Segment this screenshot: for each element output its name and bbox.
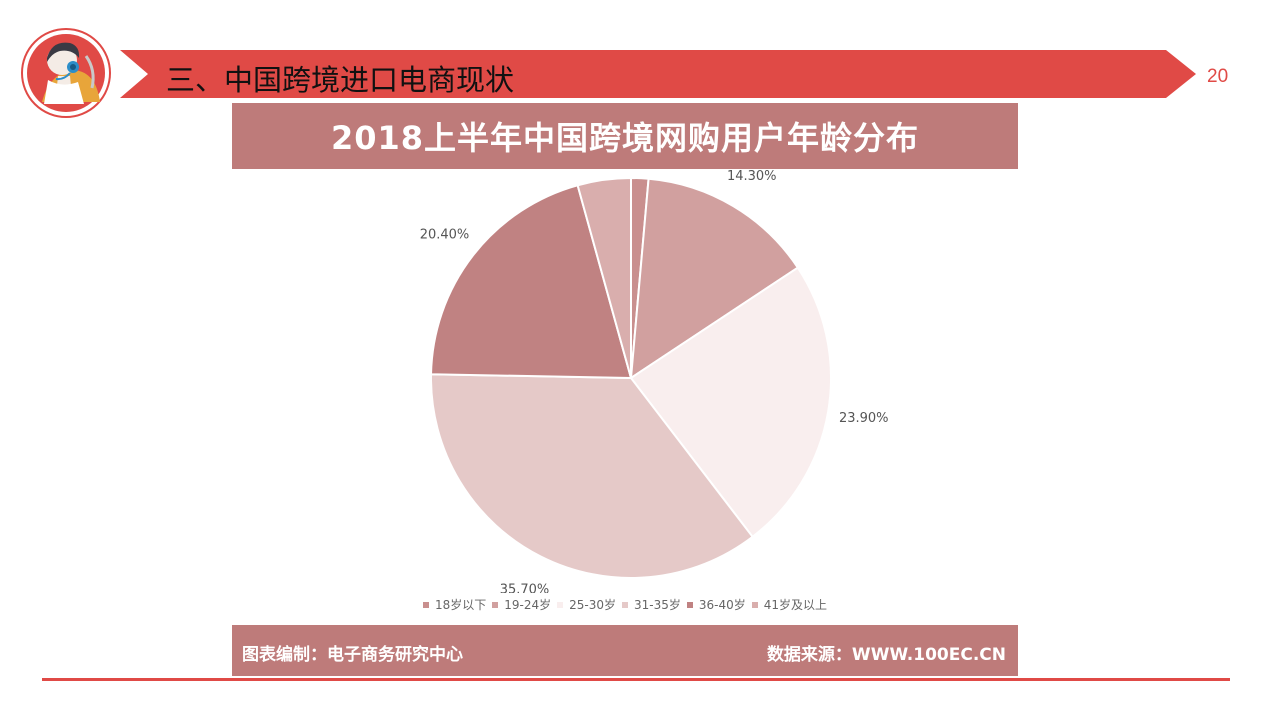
chart-footer: 图表编制：电子商务研究中心 数据来源：WWW.100EC.CN [232, 625, 1018, 676]
legend-swatch-4 [686, 601, 693, 608]
legend-swatch-0 [422, 601, 429, 608]
chart-source-note: 数据来源：WWW.100EC.CN [766, 645, 1006, 665]
bottom-divider [42, 678, 1230, 681]
legend-swatch-1 [492, 601, 499, 608]
page-number: 20 [1207, 66, 1229, 87]
legend-swatch-5 [751, 601, 758, 608]
legend-item-2: 25-30岁 [557, 596, 616, 613]
legend-item-4: 36-40岁 [686, 596, 746, 613]
pie-slice-3 [430, 373, 754, 579]
legend-label-4: 36-40岁 [698, 598, 746, 612]
legend-label-2: 25-30岁 [569, 598, 616, 612]
pie-slice-1 [629, 177, 800, 380]
legend-swatch-2 [557, 601, 564, 608]
chart-title-bar: 2018上半年中国跨境网购用户年龄分布 [232, 103, 1018, 169]
chart-legend: 18岁以下 19-24岁 25-30岁 31-35岁 36-40岁 41岁及以上 [232, 596, 1018, 613]
legend-label-5: 41岁及以上 [763, 598, 828, 612]
legend-item-1: 19-24岁 [492, 596, 551, 613]
pie-data-label-4: 20.40% [420, 227, 470, 242]
header-banner [21, 28, 1196, 118]
pie-slice-4 [430, 184, 633, 380]
title-banner-arrow [120, 50, 1196, 98]
legend-item-3: 31-35岁 [622, 596, 681, 613]
legend-swatch-3 [622, 601, 628, 608]
pie-data-label-2: 23.90% [839, 411, 889, 426]
legend-label-3: 31-35岁 [634, 598, 681, 612]
headset-icon [55, 61, 79, 81]
chart-card: 2018上半年中国跨境网购用户年龄分布 1.40%14.30%23.90%35.… [232, 103, 1018, 676]
pie-data-label-3: 35.70% [500, 583, 550, 593]
chart-title: 2018上半年中国跨境网购用户年龄分布 [330, 119, 920, 157]
legend-label-1: 19-24岁 [504, 598, 552, 612]
legend-item-5: 41岁及以上 [751, 596, 828, 613]
pie-slice-2 [629, 266, 832, 539]
legend-label-0: 18岁以下 [434, 598, 487, 612]
avatar [21, 28, 111, 118]
legend-item-0: 18岁以下 [422, 596, 487, 613]
pie-chart: 1.40%14.30%23.90%35.70%20.40%4.30% [420, 169, 889, 593]
section-title: 三、中国跨境进口电商现状 [166, 63, 515, 97]
pie-slice-5 [576, 176, 632, 379]
chart-compiler-note: 图表编制：电子商务研究中心 [242, 645, 463, 665]
pie-data-label-1: 14.30% [727, 169, 777, 184]
